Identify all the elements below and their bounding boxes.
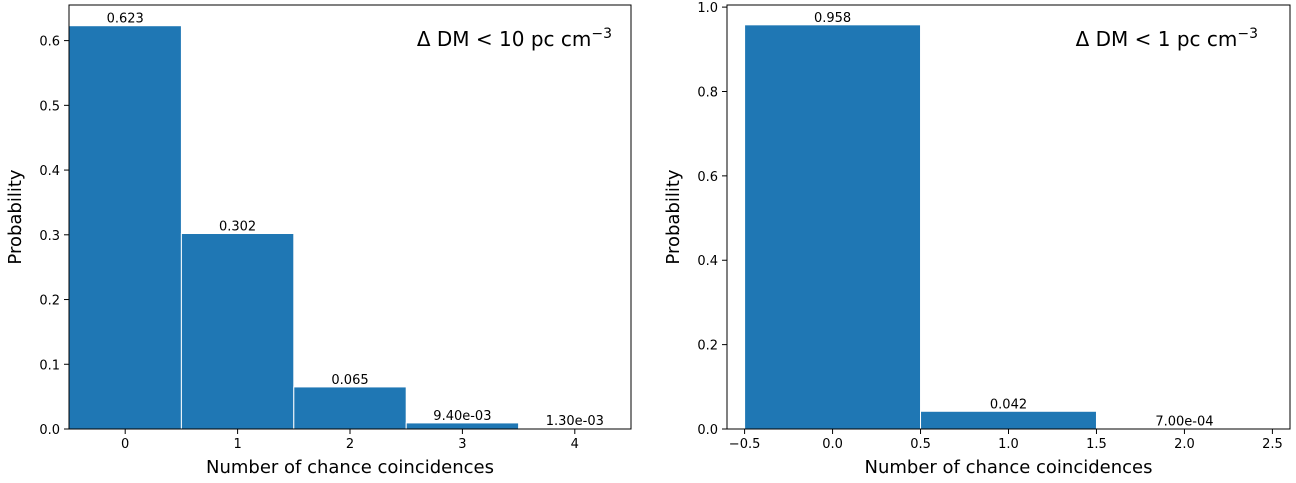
bar-value-label: 7.00e-04 <box>1155 415 1213 430</box>
annotation-superscript: −3 <box>1237 26 1258 42</box>
y-tick-label: 0.4 <box>39 164 60 179</box>
x-axis-label: Number of chance coincidences <box>864 457 1152 478</box>
y-axis-label: Probability <box>663 169 684 264</box>
annotation-dm-threshold: Δ DM < 1 pc cm−3 <box>1076 26 1258 51</box>
annotation-main-text: Δ DM < 1 pc cm <box>1076 27 1238 51</box>
bar-value-label: 9.40e-03 <box>433 409 491 424</box>
bar <box>68 25 182 430</box>
x-tick-label: 4 <box>571 437 579 452</box>
x-axis-label: Number of chance coincidences <box>206 457 494 478</box>
x-tick-label: 2 <box>346 437 354 452</box>
bar-value-label: 0.302 <box>219 220 256 235</box>
annotation-main-text: Δ DM < 10 pc cm <box>417 27 592 51</box>
bar-value-label: 0.958 <box>814 11 851 26</box>
x-tick-label: 0.5 <box>910 437 931 452</box>
y-tick-label: 0.3 <box>39 229 60 244</box>
y-tick-label: 0.8 <box>697 85 718 100</box>
bar-value-label: 0.042 <box>990 397 1027 412</box>
x-tick-label: 1 <box>233 437 241 452</box>
x-tick-label: 3 <box>458 437 466 452</box>
bar <box>180 233 295 430</box>
y-tick-label: 0.2 <box>697 339 718 354</box>
y-tick-label: 0.6 <box>39 35 60 50</box>
y-tick-label: 0.0 <box>697 423 718 438</box>
x-tick-label: 0.0 <box>822 437 843 452</box>
bar-value-label: 0.623 <box>107 12 144 27</box>
chart-panel-1: 0.623 0.302 0.065 9.40e-03 1.30e-03 0 1 2 3 4 0.0 0… <box>5 4 632 478</box>
bar <box>293 386 407 430</box>
x-tick-label: 1.5 <box>1086 437 1107 452</box>
y-tick-label: 1.0 <box>697 1 718 16</box>
bar-value-label: 1.30e-03 <box>546 414 604 429</box>
y-tick-label: 0.1 <box>39 358 60 373</box>
bar <box>744 24 922 430</box>
y-tick-label: 0.6 <box>697 170 718 185</box>
y-axis-label: Probability <box>5 169 26 264</box>
bar-value-label: 0.065 <box>331 373 368 388</box>
x-tick-label: −0.5 <box>729 437 761 452</box>
x-tick-label: 0 <box>121 437 129 452</box>
x-tick-label: 2.5 <box>1262 437 1283 452</box>
annotation-superscript: −3 <box>591 26 612 42</box>
y-tick-label: 0.0 <box>39 423 60 438</box>
x-tick-label: 1.0 <box>998 437 1019 452</box>
bar <box>920 410 1097 430</box>
y-tick-label: 0.2 <box>39 294 60 309</box>
chart-panel-2: 0.958 0.042 7.00e-04 −0.5 0.0 0.5 1.0 1.5 2.0 2.5… <box>663 1 1291 478</box>
y-tick-label: 0.4 <box>697 254 718 269</box>
annotation-dm-threshold: Δ DM < 10 pc cm−3 <box>417 26 612 51</box>
y-tick-label: 0.5 <box>39 99 60 114</box>
x-tick-label: 2.0 <box>1174 437 1195 452</box>
